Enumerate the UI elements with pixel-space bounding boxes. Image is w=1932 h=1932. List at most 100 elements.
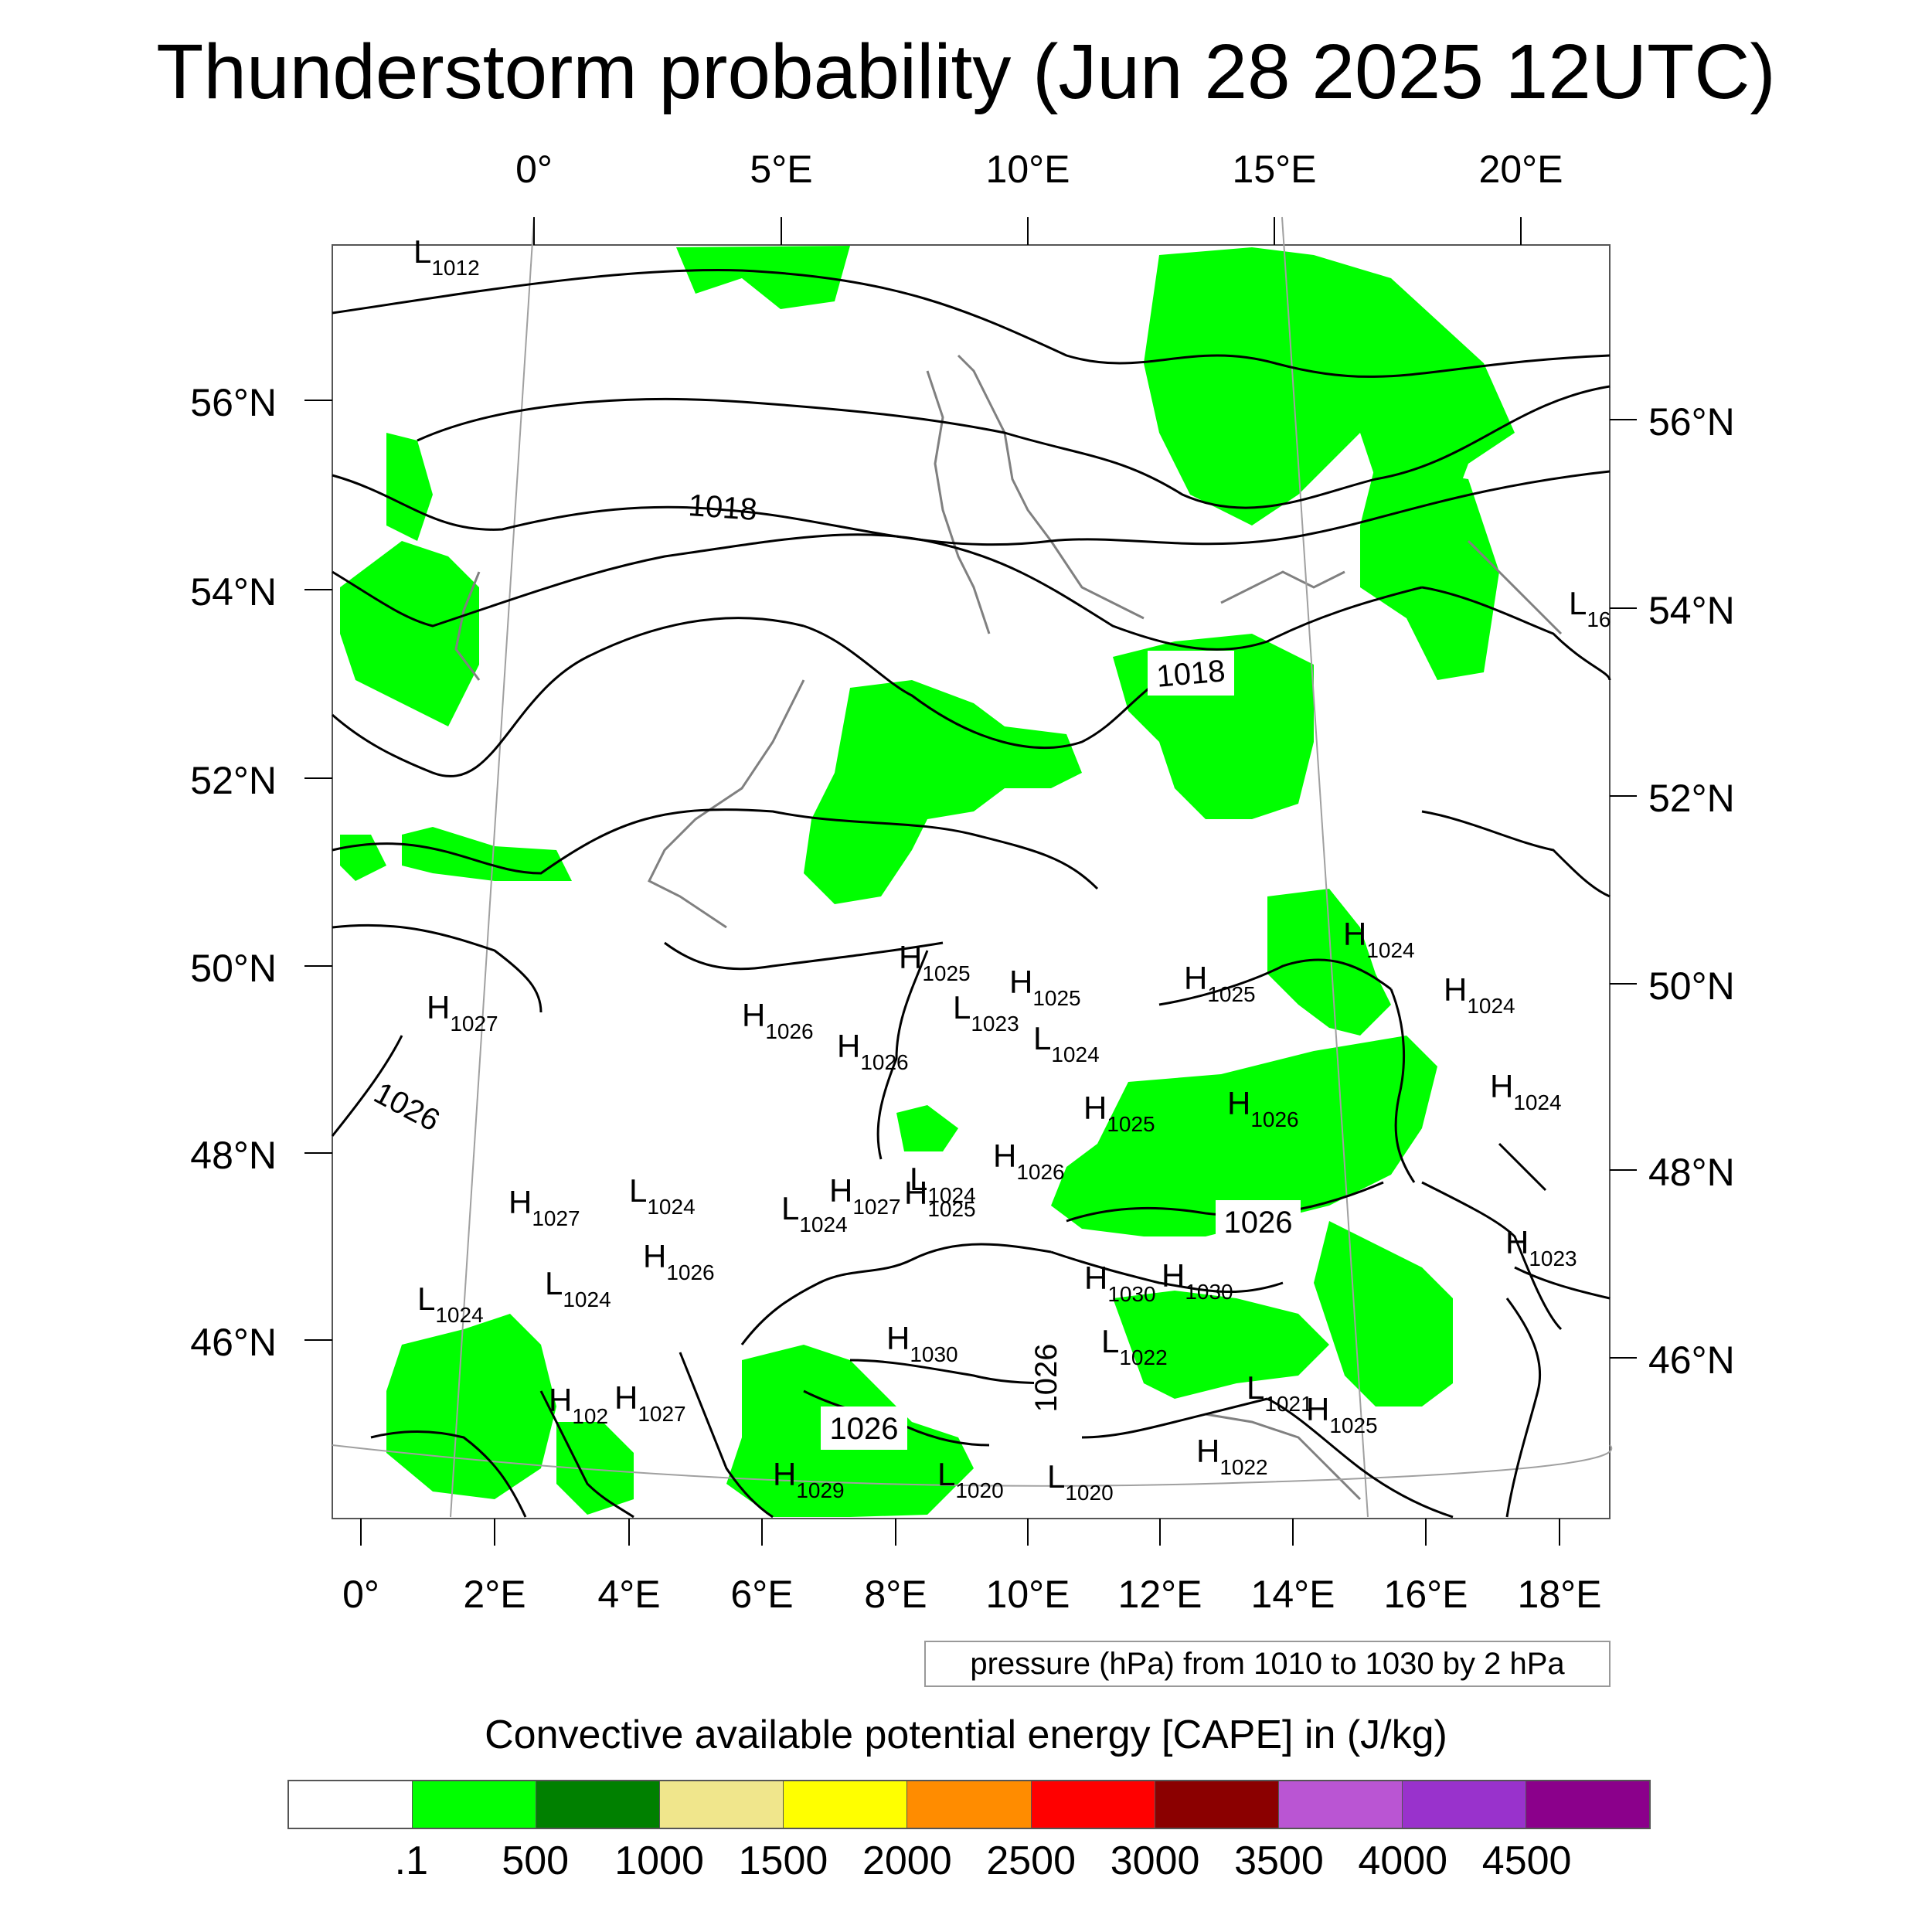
left-lat-label: 48°N: [190, 1134, 277, 1177]
colorbar-swatch: [906, 1781, 1031, 1828]
low-pressure-center: L1020: [937, 1456, 1004, 1502]
colorbar-swatch: [783, 1781, 907, 1828]
high-pressure-center: H1030: [1084, 1260, 1156, 1306]
low-pressure-center: L1024: [1033, 1020, 1100, 1066]
low-pressure-center: L1022: [1101, 1323, 1168, 1369]
cape-area-france-southeast: [556, 1422, 634, 1515]
bottom-lon-label: 2°E: [463, 1573, 526, 1616]
high-pressure-center: H1025: [1083, 1090, 1155, 1136]
isobar-label: 1026: [1029, 1344, 1063, 1413]
high-pressure-center: H1027: [614, 1379, 686, 1426]
low-pressure-center: L1024: [781, 1190, 848, 1236]
isobar-label-box: 1026: [1029, 1344, 1079, 1431]
top-lon-label: 10°E: [986, 148, 1070, 191]
high-pressure-center: H1026: [742, 997, 814, 1043]
bottom-lon-labels: 0° 2°E 4°E 6°E 8°E 10°E 12°E 14°E 16°E 1…: [342, 1573, 1601, 1616]
high-pressure-center: H1027: [427, 989, 498, 1036]
colorbar-label: 4000: [1358, 1838, 1448, 1883]
left-lat-label: 50°N: [190, 947, 277, 990]
low-pressure-center: L1023: [953, 989, 1019, 1036]
colorbar-swatch: [1030, 1781, 1155, 1828]
right-lat-label: 52°N: [1648, 777, 1735, 820]
isobar-label-box: 1026: [821, 1406, 907, 1450]
high-pressure-center: H1022: [1196, 1433, 1268, 1479]
cape-area-england-south: [402, 827, 572, 881]
left-lat-label: 52°N: [190, 759, 277, 802]
cape-area-hungary: [1314, 1221, 1453, 1406]
cape-area-czech: [1267, 889, 1391, 1036]
top-ticks: [533, 217, 1522, 245]
low-pressure-center: L1024: [417, 1281, 484, 1327]
isobar-label-box: 1018: [1148, 651, 1234, 696]
high-pressure-center: H1026: [837, 1028, 909, 1074]
isobar-labels: 1018 1018 1026 1026 1026 1026: [369, 488, 1301, 1450]
graticule: [332, 216, 1613, 1518]
high-pressure-center: H1024: [1343, 916, 1415, 962]
high-pressure-center: H1029: [773, 1456, 845, 1502]
isobar-label: 1026: [1224, 1206, 1293, 1240]
right-lat-label: 48°N: [1648, 1151, 1735, 1194]
cape-area-baltic: [1360, 464, 1499, 680]
high-pressure-center: H1030: [886, 1320, 958, 1366]
cape-area-france-south: [386, 1314, 556, 1499]
bottom-lon-label: 8°E: [864, 1573, 927, 1616]
right-lat-label: 46°N: [1648, 1338, 1735, 1382]
cape-area-uk-north: [386, 433, 433, 541]
high-pressure-center: H1026: [993, 1138, 1065, 1184]
cape-areas: [340, 246, 1515, 1517]
top-lon-labels: 0° 5°E 10°E 15°E 20°E: [515, 148, 1563, 191]
low-pressure-center: L1012: [413, 233, 480, 280]
low-pressure-center: L1021: [1247, 1369, 1313, 1416]
colorbar-swatch: [1525, 1781, 1650, 1828]
bottom-lon-label: 0°: [342, 1573, 379, 1616]
right-lat-labels: 56°N 54°N 52°N 50°N 48°N 46°N: [1648, 400, 1735, 1382]
left-lat-label: 56°N: [190, 381, 277, 424]
cape-area-bavaria: [896, 1105, 958, 1151]
colorbar-label: 1000: [614, 1838, 704, 1883]
top-lon-label: 0°: [515, 148, 553, 191]
high-pressure-center: H1027: [509, 1184, 580, 1230]
right-lat-label: 56°N: [1648, 400, 1735, 444]
low-pressure-center: L1024: [629, 1172, 696, 1219]
contour-note: pressure (hPa) from 1010 to 1030 by 2 hP…: [924, 1641, 1611, 1687]
colorbar-label: 500: [502, 1838, 570, 1883]
low-pressure-center: L16: [1569, 585, 1611, 631]
colorbar-swatch: [1154, 1781, 1278, 1828]
high-pressure-center: H1024: [1444, 971, 1515, 1018]
colorbar-label: 3500: [1234, 1838, 1324, 1883]
colorbar-label: .1: [394, 1838, 429, 1883]
high-pressure-center: H1026: [1227, 1085, 1299, 1131]
cape-area-scandinavia: [1144, 247, 1515, 526]
cape-area-netherlands-germany: [804, 680, 1082, 904]
colorbar-label: 2000: [862, 1838, 952, 1883]
high-pressure-center: H102: [549, 1382, 608, 1428]
isobar-label: 1018: [1155, 654, 1226, 694]
high-pressure-center: H1030: [1162, 1257, 1233, 1304]
top-lon-label: 20°E: [1479, 148, 1563, 191]
colorbar-title: Convective available potential energy [C…: [485, 1713, 1447, 1757]
top-lon-label: 5°E: [750, 148, 812, 191]
low-pressure-center: L1024: [545, 1265, 611, 1311]
isobar-label-box: 1026: [1216, 1200, 1301, 1243]
cape-area-uk-east: [340, 541, 479, 726]
colorbar-swatch: [1277, 1781, 1402, 1828]
map-title: Thunderstorm probability (Jun 28 2025 12…: [156, 29, 1776, 115]
colorbar-label: 4500: [1481, 1838, 1572, 1883]
low-pressure-center: L1024: [910, 1161, 976, 1207]
high-pressure-center: H1023: [1505, 1224, 1577, 1270]
high-pressure-center: H1025: [1306, 1391, 1378, 1437]
cape-area-italy-north: [1113, 1291, 1329, 1399]
bottom-lon-label: 6°E: [730, 1573, 793, 1616]
left-lat-label: 46°N: [190, 1321, 277, 1364]
left-lat-label: 54°N: [190, 570, 277, 614]
right-lat-label: 50°N: [1648, 964, 1735, 1008]
top-lon-label: 15°E: [1233, 148, 1317, 191]
isobar-label: 1018: [687, 488, 758, 527]
colorbar-labels: .1 500 1000 1500 2000 2500 3000 3500 4000 4500: [0, 1838, 1932, 1892]
right-lat-label: 54°N: [1648, 589, 1735, 632]
high-pressure-center: H1027: [829, 1172, 901, 1219]
bottom-lon-label: 16°E: [1384, 1573, 1468, 1616]
bottom-lon-label: 12°E: [1118, 1573, 1202, 1616]
